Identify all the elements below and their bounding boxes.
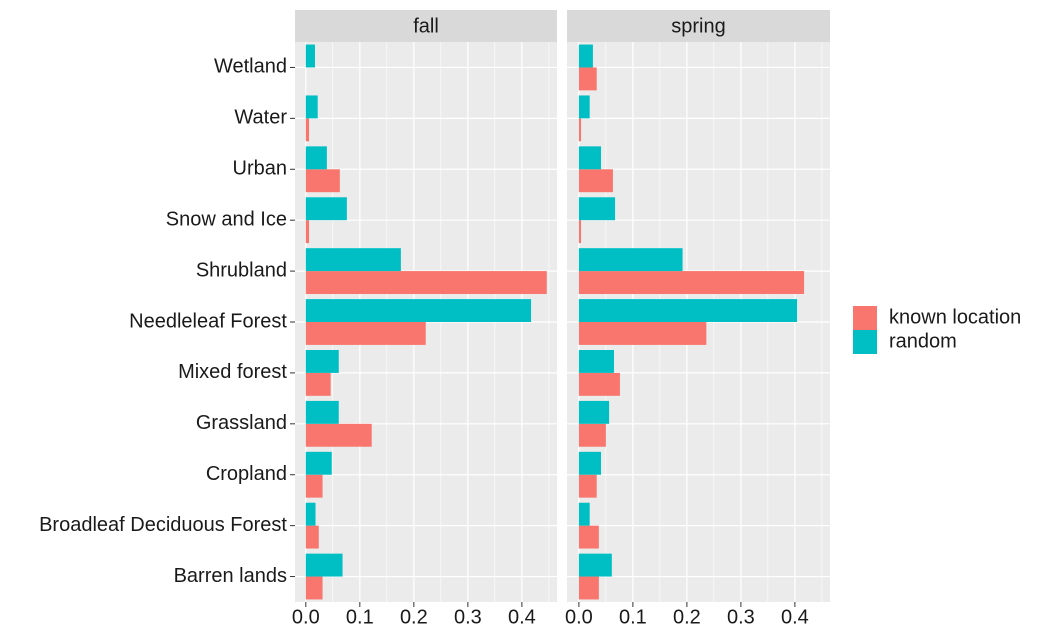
legend-label: random	[889, 330, 957, 352]
y-tick-label: Grassland	[196, 412, 287, 434]
bar	[578, 451, 602, 475]
x-tick-label: 0.2	[400, 606, 428, 627]
bar	[305, 502, 316, 526]
bar	[305, 299, 532, 322]
y-tick-label: Cropland	[206, 463, 287, 485]
facet-title: spring	[671, 15, 725, 37]
bar	[305, 553, 343, 577]
bar	[305, 169, 340, 193]
legend-label: known location	[889, 306, 1021, 328]
bar	[305, 322, 426, 345]
bar	[578, 169, 613, 193]
bar	[305, 44, 315, 68]
bar	[578, 299, 798, 322]
x-tick-label: 0.1	[619, 606, 647, 627]
bar	[578, 350, 614, 373]
bar	[305, 474, 323, 498]
y-tick-label: Barren lands	[174, 565, 287, 587]
bar	[305, 271, 547, 294]
y-tick-label: Water	[234, 107, 287, 129]
x-tick-label: 0.3	[727, 606, 755, 627]
y-tick-label: Snow and Ice	[166, 208, 287, 230]
y-tick-label: Mixed forest	[178, 361, 287, 383]
bar	[578, 372, 620, 396]
bar	[578, 553, 612, 577]
bar	[578, 271, 805, 294]
bar	[305, 220, 310, 244]
bar	[305, 576, 323, 600]
bar	[578, 423, 606, 447]
legend-key	[853, 330, 877, 354]
bar	[578, 118, 582, 142]
bar	[578, 248, 683, 272]
bar	[305, 423, 372, 447]
bar	[578, 576, 599, 600]
strip	[567, 10, 830, 42]
legend-key	[853, 306, 877, 330]
x-tick-label: 0.3	[454, 606, 482, 627]
bar	[305, 248, 401, 272]
strip	[295, 10, 557, 42]
bar	[305, 451, 332, 475]
bar	[305, 95, 318, 119]
bar	[578, 44, 593, 68]
bar	[578, 146, 602, 170]
y-tick-label: Urban	[233, 158, 287, 180]
bar	[578, 400, 610, 424]
y-tick-label: Needleleaf Forest	[129, 310, 287, 332]
bar	[578, 474, 597, 498]
bar	[578, 322, 707, 345]
facet-title: fall	[413, 15, 439, 37]
bar	[305, 372, 331, 396]
bar	[305, 197, 347, 221]
x-tick-label: 0.0	[292, 606, 320, 627]
bar	[305, 525, 319, 549]
bar	[578, 197, 616, 221]
x-tick-label: 0.2	[673, 606, 701, 627]
y-tick-label: Wetland	[214, 56, 287, 78]
bar	[305, 400, 339, 424]
bar	[578, 220, 582, 244]
bar	[578, 502, 590, 526]
bar	[578, 525, 599, 549]
x-tick-label: 0.4	[508, 606, 536, 627]
x-tick-label: 0.1	[346, 606, 374, 627]
y-tick-label: Shrubland	[196, 259, 287, 281]
bar	[578, 95, 590, 119]
bar	[305, 146, 327, 170]
x-tick-label: 0.4	[781, 606, 809, 627]
bar	[578, 67, 597, 91]
y-tick-label: Broadleaf Deciduous Forest	[39, 514, 287, 536]
bar	[305, 350, 339, 373]
bar	[305, 118, 310, 142]
x-tick-label: 0.0	[565, 606, 593, 627]
